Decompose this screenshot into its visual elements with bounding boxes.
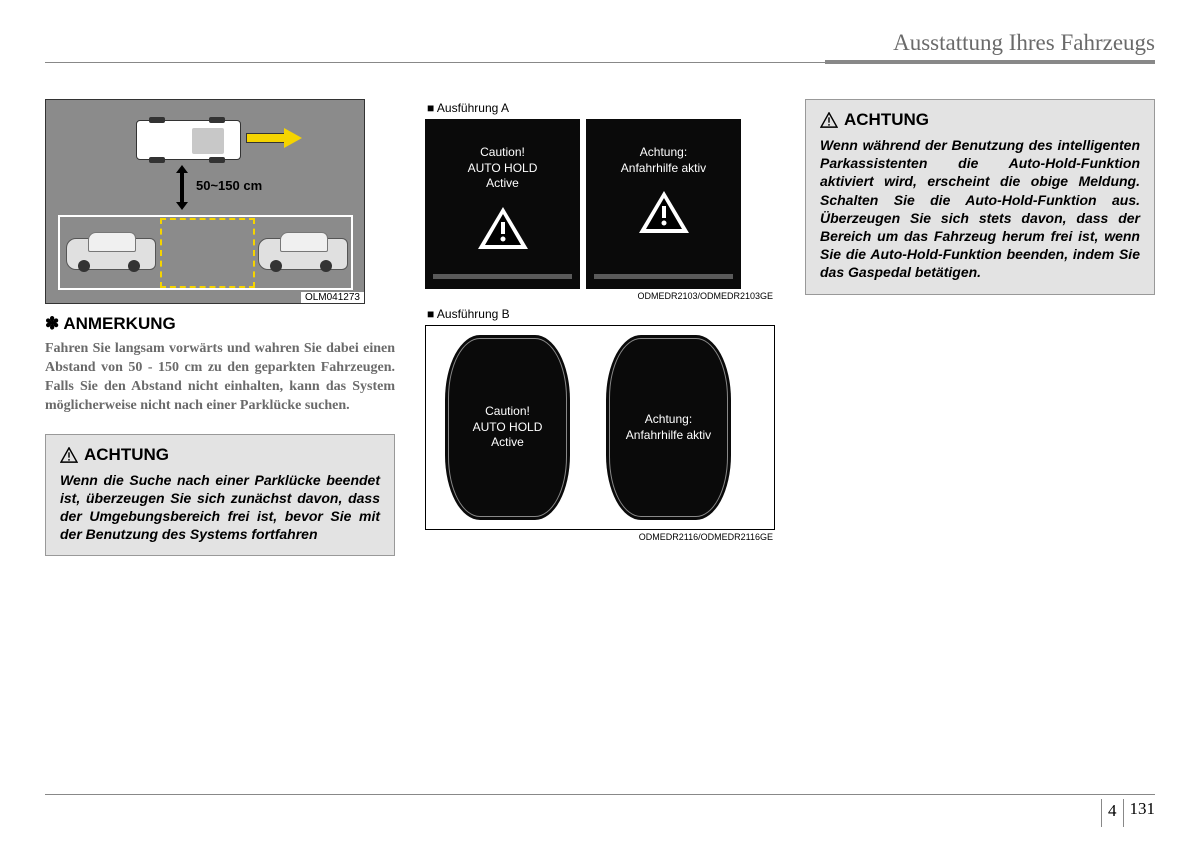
achtung-1-heading: ACHTUNG	[60, 445, 380, 465]
warning-triangle-icon	[820, 112, 838, 128]
variant-b-code: ODMEDR2116/ODMEDR2116GE	[425, 532, 773, 542]
display-b-right: Achtung: Anfahrhilfe aktiv	[591, 330, 746, 525]
achtung-box-1: ACHTUNG Wenn die Suche nach einer Parklü…	[45, 434, 395, 557]
distance-arrow-icon	[176, 165, 188, 210]
page-number: 131	[1130, 799, 1156, 819]
header-title: Ausstattung Ihres Fahrzeugs	[45, 30, 1155, 56]
variant-b-row: Caution! AUTO HOLD Active Achtung: Anfah…	[425, 325, 775, 530]
parked-car-right-icon	[258, 228, 348, 278]
variant-a-row: Caution! AUTO HOLD Active Achtung: Anfah…	[425, 119, 775, 289]
page-footer: 4 131	[45, 794, 1155, 827]
anmerkung-body: Fahren Sie langsam vorwärts und wahren S…	[45, 340, 395, 416]
anmerkung-heading: ✽ ANMERKUNG	[45, 314, 395, 334]
variant-a-code: ODMEDR2103/ODMEDR2103GE	[425, 291, 773, 301]
diagram-code: OLM041273	[301, 292, 364, 303]
parked-car-left-icon	[66, 228, 156, 278]
achtung-box-2: ACHTUNG Wenn während der Benutzung des i…	[805, 99, 1155, 295]
warning-triangle-icon	[636, 188, 692, 241]
distance-label: 50~150 cm	[196, 178, 262, 193]
display-a-right: Achtung: Anfahrhilfe aktiv	[586, 119, 741, 289]
achtung-2-title-text: ACHTUNG	[844, 110, 929, 130]
display-b-left: Caution! AUTO HOLD Active	[430, 330, 585, 525]
column-1: 50~150 cm OLM041273 ✽ ANMERKUNG Fahren S…	[45, 99, 395, 556]
parking-diagram: 50~150 cm OLM041273	[45, 99, 365, 304]
warning-triangle-icon	[475, 204, 531, 257]
display-a-right-text: Achtung: Anfahrhilfe aktiv	[621, 145, 706, 176]
column-2: Ausführung A Caution! AUTO HOLD Active A…	[425, 99, 775, 556]
display-a-left-text: Caution! AUTO HOLD Active	[468, 145, 538, 192]
variant-b-label: Ausführung B	[427, 307, 775, 321]
display-a-left: Caution! AUTO HOLD Active	[425, 119, 580, 289]
page-header: Ausstattung Ihres Fahrzeugs	[45, 30, 1155, 64]
variant-a-label: Ausführung A	[427, 101, 775, 115]
chapter-number: 4	[1101, 799, 1124, 827]
achtung-1-title-text: ACHTUNG	[84, 445, 169, 465]
moving-car-icon	[136, 120, 241, 160]
achtung-2-body: Wenn während der Benutzung des intellige…	[820, 136, 1140, 282]
warning-triangle-icon	[60, 447, 78, 463]
header-rule	[45, 60, 1155, 64]
parking-slot-icon	[160, 218, 255, 288]
column-3: ACHTUNG Wenn während der Benutzung des i…	[805, 99, 1155, 556]
direction-arrow-icon	[246, 128, 301, 148]
achtung-1-body: Wenn die Suche nach einer Parklücke been…	[60, 471, 380, 544]
content-columns: 50~150 cm OLM041273 ✽ ANMERKUNG Fahren S…	[45, 99, 1155, 556]
achtung-2-heading: ACHTUNG	[820, 110, 1140, 130]
